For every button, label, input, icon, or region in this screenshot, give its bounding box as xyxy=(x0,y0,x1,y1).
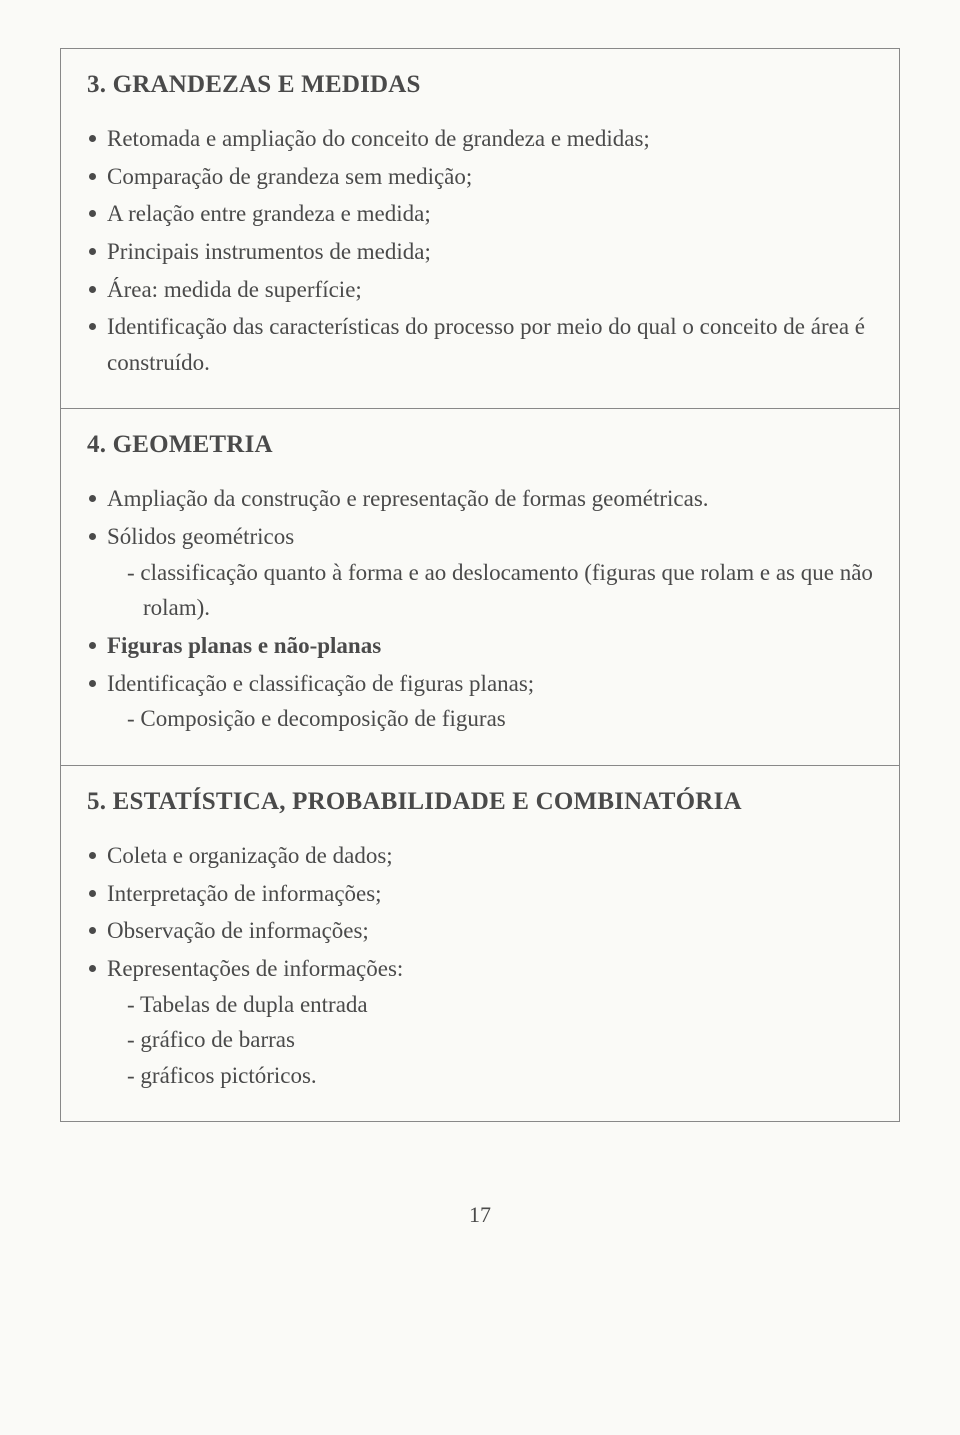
item-text: Coleta e organização de dados; xyxy=(107,843,393,868)
list-item: Figuras planas e não-planas xyxy=(87,628,873,664)
section-4-list: Ampliação da construção e representação … xyxy=(87,481,873,736)
list-item: Identificação das características do pro… xyxy=(87,309,873,380)
list-item: Principais instrumentos de medida; xyxy=(87,234,873,270)
item-text: Representações de informações: xyxy=(107,956,403,981)
sub-item: - Composição e decomposição de figuras xyxy=(107,701,873,737)
section-3-list: Retomada e ampliação do conceito de gran… xyxy=(87,121,873,380)
section-5-box: 5. ESTATÍSTICA, PROBABILIDADE E COMBINAT… xyxy=(60,766,900,1122)
section-4-box: 4. GEOMETRIA Ampliação da construção e r… xyxy=(60,409,900,765)
sub-item: - gráfico de barras xyxy=(107,1022,873,1058)
section-5-list: Coleta e organização de dados; Interpret… xyxy=(87,838,873,1093)
list-item: Área: medida de superfície; xyxy=(87,272,873,308)
item-text: Área: medida de superfície; xyxy=(107,277,362,302)
section-3-heading: 3. GRANDEZAS E MEDIDAS xyxy=(87,71,873,99)
item-text: Identificação e classificação de figuras… xyxy=(107,671,534,696)
item-text: Retomada e ampliação do conceito de gran… xyxy=(107,126,650,151)
list-item: Ampliação da construção e representação … xyxy=(87,481,873,517)
list-item: Sólidos geométricos - classificação quan… xyxy=(87,519,873,626)
item-text: A relação entre grandeza e medida; xyxy=(107,201,431,226)
list-item: Observação de informações; xyxy=(87,913,873,949)
item-text: Comparação de grandeza sem medição; xyxy=(107,164,472,189)
sub-item: - Tabelas de dupla entrada xyxy=(107,987,873,1023)
page-number: 17 xyxy=(60,1202,900,1228)
item-text: Observação de informações; xyxy=(107,918,369,943)
sub-item: - gráficos pictóricos. xyxy=(107,1058,873,1094)
item-text-bold: Figuras planas e não-planas xyxy=(107,633,381,658)
section-3-box: 3. GRANDEZAS E MEDIDAS Retomada e amplia… xyxy=(60,48,900,409)
section-5-heading: 5. ESTATÍSTICA, PROBABILIDADE E COMBINAT… xyxy=(87,788,873,816)
list-item: A relação entre grandeza e medida; xyxy=(87,196,873,232)
list-item: Representações de informações: - Tabelas… xyxy=(87,951,873,1094)
list-item: Coleta e organização de dados; xyxy=(87,838,873,874)
item-text: Identificação das características do pro… xyxy=(107,314,865,375)
list-item: Interpretação de informações; xyxy=(87,876,873,912)
item-text: Ampliação da construção e representação … xyxy=(107,486,709,511)
item-text: Sólidos geométricos xyxy=(107,524,294,549)
item-text: Principais instrumentos de medida; xyxy=(107,239,431,264)
section-4-heading: 4. GEOMETRIA xyxy=(87,431,873,459)
list-item: Identificação e classificação de figuras… xyxy=(87,666,873,737)
list-item: Retomada e ampliação do conceito de gran… xyxy=(87,121,873,157)
item-text: Interpretação de informações; xyxy=(107,881,382,906)
sub-item: - classificação quanto à forma e ao desl… xyxy=(107,555,873,626)
list-item: Comparação de grandeza sem medição; xyxy=(87,159,873,195)
